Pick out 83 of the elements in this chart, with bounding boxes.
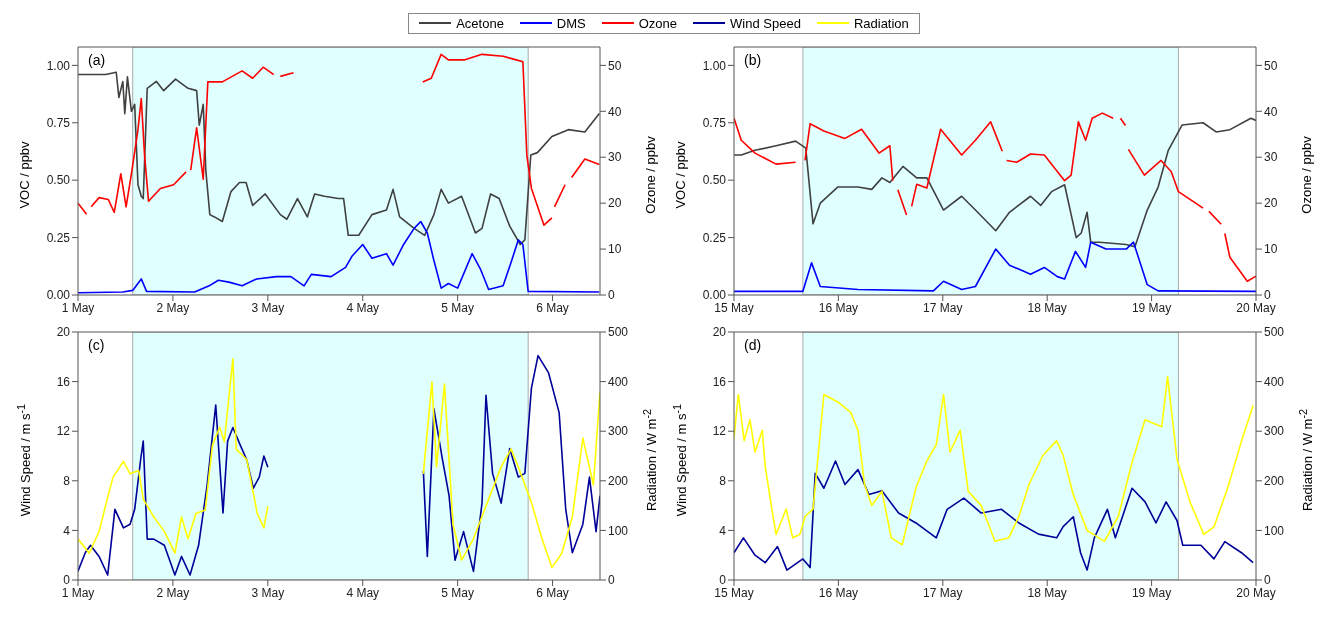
x-tick-label: 17 May bbox=[923, 585, 963, 600]
y2-tick-label: 50 bbox=[1264, 58, 1278, 73]
y-tick-label: 0.75 bbox=[702, 116, 727, 131]
y2-tick-label: 500 bbox=[608, 325, 629, 340]
y-tick-label: 0.00 bbox=[46, 288, 71, 303]
y2-tick-label: 40 bbox=[608, 104, 622, 119]
annotation: (d) bbox=[744, 337, 762, 353]
y-tick-label: 16 bbox=[712, 374, 727, 389]
x-tick-label: 1 May bbox=[61, 585, 95, 600]
x-tick-label: 6 May bbox=[536, 300, 569, 315]
y2-tick-label: 300 bbox=[608, 424, 629, 439]
y2-tick-label: 200 bbox=[608, 474, 629, 489]
y2-tick-label: 30 bbox=[1264, 150, 1278, 165]
x-tick-label: 5 May bbox=[441, 585, 474, 600]
y-tick-label: 12 bbox=[712, 424, 727, 439]
y-tick-label: 1.00 bbox=[46, 58, 71, 73]
y2-axis-title: Ozone / ppbv bbox=[1298, 135, 1314, 214]
y-tick-label: 4 bbox=[719, 523, 727, 538]
y2-tick-label: 50 bbox=[608, 58, 622, 73]
y2-tick-label: 200 bbox=[1264, 474, 1285, 489]
x-tick-label: 6 May bbox=[536, 585, 569, 600]
x-tick-label: 2 May bbox=[156, 300, 190, 315]
x-tick-label: 16 May bbox=[818, 585, 859, 600]
y2-tick-label: 20 bbox=[1264, 196, 1278, 211]
y-tick-label: 8 bbox=[63, 474, 71, 489]
y-axis-title: VOC / ppbv bbox=[672, 140, 688, 209]
y2-tick-label: 10 bbox=[1264, 242, 1278, 257]
x-tick-label: 17 May bbox=[923, 300, 963, 315]
y2-tick-label: 10 bbox=[608, 242, 622, 257]
x-tick-label: 20 May bbox=[1236, 585, 1276, 600]
annotation: (b) bbox=[744, 52, 762, 68]
y2-tick-label: 0 bbox=[608, 573, 615, 588]
y2-tick-label: 40 bbox=[1264, 104, 1278, 119]
x-tick-label: 15 May bbox=[714, 585, 754, 600]
y2-tick-label: 300 bbox=[1264, 424, 1285, 439]
y-tick-label: 20 bbox=[56, 325, 71, 340]
x-tick-label: 2 May bbox=[156, 585, 190, 600]
y-tick-label: 16 bbox=[56, 374, 71, 389]
y2-tick-label: 100 bbox=[608, 523, 629, 538]
x-tick-label: 18 May bbox=[1027, 585, 1067, 600]
y-tick-label: 12 bbox=[56, 424, 71, 439]
legend-label: Acetone bbox=[456, 15, 504, 31]
y-tick-label: 0.75 bbox=[46, 116, 71, 131]
y2-tick-label: 0 bbox=[1264, 288, 1271, 303]
legend-label: DMS bbox=[556, 15, 586, 31]
x-tick-label: 20 May bbox=[1236, 300, 1276, 315]
y-tick-label: 0.50 bbox=[702, 173, 727, 188]
y2-tick-label: 100 bbox=[1264, 523, 1285, 538]
x-tick-label: 4 May bbox=[346, 585, 380, 600]
y2-tick-label: 30 bbox=[608, 150, 622, 165]
y-tick-label: 0.50 bbox=[46, 173, 71, 188]
x-tick-label: 19 May bbox=[1131, 300, 1172, 315]
y2-tick-label: 0 bbox=[1264, 573, 1271, 588]
y-axis-title: VOC / ppbv bbox=[16, 140, 32, 209]
x-tick-label: 15 May bbox=[714, 300, 754, 315]
x-tick-label: 5 May bbox=[441, 300, 474, 315]
x-tick-label: 19 May bbox=[1131, 585, 1172, 600]
y-tick-label: 0 bbox=[63, 573, 71, 588]
y2-tick-label: 400 bbox=[1264, 374, 1285, 389]
y-tick-label: 4 bbox=[63, 523, 71, 538]
legend-label: Wind Speed bbox=[730, 15, 801, 31]
y-tick-label: 0 bbox=[719, 573, 727, 588]
x-tick-label: 3 May bbox=[251, 585, 285, 600]
x-tick-label: 3 May bbox=[251, 300, 285, 315]
x-tick-label: 18 May bbox=[1027, 300, 1067, 315]
y-tick-label: 0.25 bbox=[46, 230, 71, 245]
x-tick-label: 16 May bbox=[818, 300, 859, 315]
y-tick-label: 0.00 bbox=[702, 288, 727, 303]
y2-tick-label: 0 bbox=[608, 288, 615, 303]
y-tick-label: 1.00 bbox=[702, 58, 727, 73]
x-tick-label: 4 May bbox=[346, 300, 380, 315]
y2-axis-title: Ozone / ppbv bbox=[642, 135, 658, 214]
annotation: (c) bbox=[88, 337, 105, 353]
legend-label: Ozone bbox=[638, 15, 678, 31]
x-tick-label: 1 May bbox=[61, 300, 95, 315]
y2-tick-label: 20 bbox=[608, 196, 622, 211]
y2-tick-label: 500 bbox=[1264, 325, 1285, 340]
y-tick-label: 0.25 bbox=[702, 230, 727, 245]
y-tick-label: 20 bbox=[712, 325, 727, 340]
y-tick-label: 8 bbox=[719, 474, 727, 489]
annotation: (a) bbox=[88, 52, 106, 68]
y2-tick-label: 400 bbox=[608, 374, 629, 389]
legend-label: Radiation bbox=[853, 15, 909, 31]
